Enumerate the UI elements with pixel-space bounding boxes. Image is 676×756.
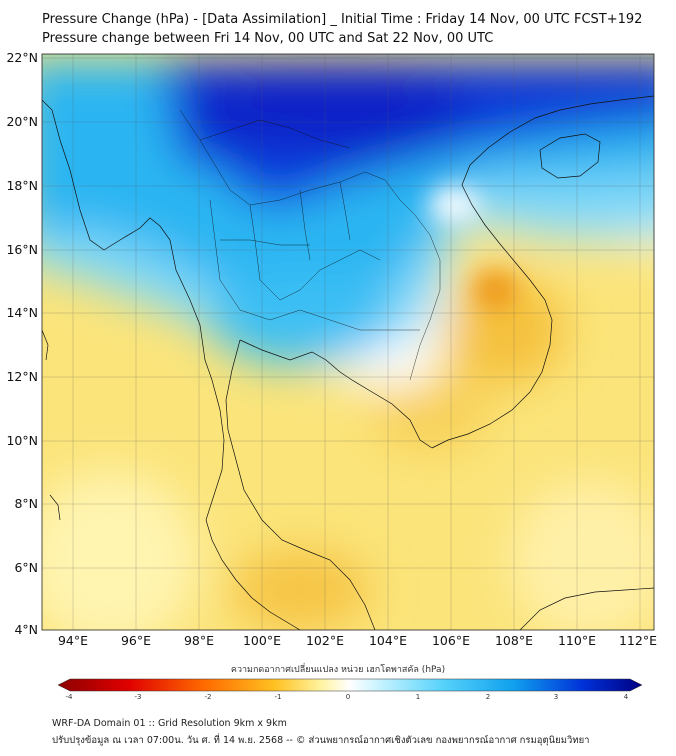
lon-label: 98°E xyxy=(184,633,214,648)
lon-label: 104°E xyxy=(369,633,407,648)
borders xyxy=(179,109,441,381)
lon-label: 102°E xyxy=(306,633,344,648)
lat-label: 16°N xyxy=(6,242,38,257)
lat-label: 20°N xyxy=(6,114,38,129)
colorbar-tick: 1 xyxy=(416,693,420,701)
colorbar-tick: -2 xyxy=(205,693,212,701)
lat-label: 10°N xyxy=(6,433,38,448)
map-subtitle: Pressure change between Fri 14 Nov, 00 U… xyxy=(42,31,494,46)
colorbar-tick: -3 xyxy=(135,693,142,701)
lat-label: 8°N xyxy=(14,496,38,511)
lon-label: 112°E xyxy=(619,633,657,648)
coastlines xyxy=(42,95,654,630)
map-gridlines xyxy=(42,54,654,630)
longitude-labels: 94°E 96°E 98°E 100°E 102°E 104°E 106°E 1… xyxy=(58,633,657,648)
lon-label: 94°E xyxy=(58,633,88,648)
lat-label: 4°N xyxy=(14,622,38,637)
colorbar-ticks: -4 -3 -2 -1 0 1 2 3 4 xyxy=(66,693,629,701)
lat-label: 22°N xyxy=(6,50,38,65)
lat-label: 6°N xyxy=(14,560,38,575)
lat-label: 12°N xyxy=(6,369,38,384)
lon-label: 110°E xyxy=(558,633,596,648)
model-info: WRF-DA Domain 01 :: Grid Resolution 9km … xyxy=(52,718,287,729)
pressure-field xyxy=(42,54,654,630)
lon-label: 108°E xyxy=(495,633,533,648)
colorbar-title: ความกดอากาศเปลี่ยนแปลง หน่วย เฮกโตพาสคัล… xyxy=(230,665,446,675)
lon-label: 96°E xyxy=(121,633,151,648)
colorbar: -4 -3 -2 -1 0 1 2 3 4 xyxy=(57,678,643,701)
lon-label: 106°E xyxy=(432,633,470,648)
colorbar-tick: 3 xyxy=(554,693,558,701)
colorbar-tick: -1 xyxy=(275,693,282,701)
lat-label: 18°N xyxy=(6,178,38,193)
map-title: Pressure Change (hPa) - [Data Assimilati… xyxy=(42,12,643,27)
pressure-change-map: 22°N 20°N 18°N 16°N 14°N 12°N 10°N 8°N 6… xyxy=(6,50,657,648)
update-credit: ปรับปรุงข้อมูล ณ เวลา 07:00น. วัน ศ. ที่… xyxy=(52,735,590,746)
colorbar-gradient xyxy=(57,678,643,692)
colorbar-tick: 2 xyxy=(486,693,490,701)
latitude-labels: 22°N 20°N 18°N 16°N 14°N 12°N 10°N 8°N 6… xyxy=(6,50,38,637)
colorbar-tick: 4 xyxy=(624,693,629,701)
lon-label: 100°E xyxy=(243,633,281,648)
colorbar-tick: 0 xyxy=(346,693,350,701)
colorbar-tick: -4 xyxy=(66,693,74,701)
map-frame xyxy=(41,53,655,631)
lat-label: 14°N xyxy=(6,305,38,320)
